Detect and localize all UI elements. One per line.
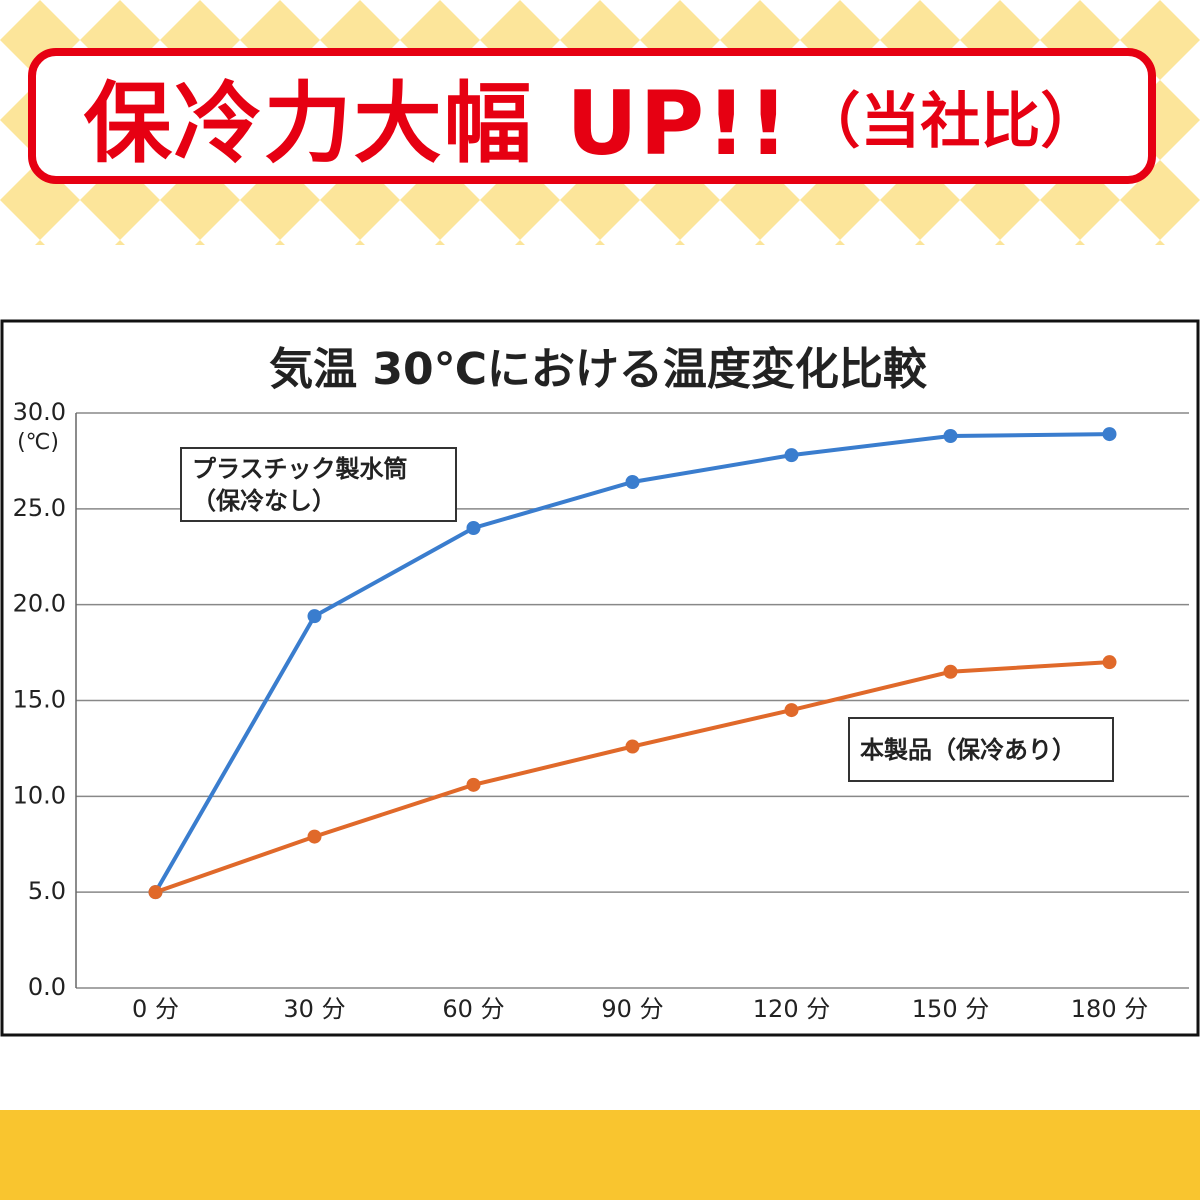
- data-point: [943, 429, 958, 443]
- y-tick-label: 25.0: [13, 494, 66, 522]
- data-point: [625, 739, 640, 754]
- bottom-bar: [0, 1110, 1200, 1200]
- data-point: [943, 664, 958, 679]
- data-point: [784, 703, 799, 718]
- x-tick-label: 120 分: [753, 995, 830, 1023]
- x-tick-label: 30 分: [283, 995, 345, 1023]
- data-point: [625, 475, 640, 489]
- data-point: [1102, 655, 1117, 670]
- headline-note: （当社比）: [800, 86, 1101, 157]
- chart-title: 気温 30℃における温度変化比較: [269, 344, 928, 395]
- data-point: [466, 521, 481, 535]
- y-tick-label: 5.0: [28, 877, 66, 905]
- chart-frame: [0, 319, 1200, 1037]
- y-tick-label: 10.0: [13, 781, 66, 809]
- data-point: [148, 885, 163, 900]
- x-tick-label: 0 分: [132, 995, 179, 1023]
- x-tick-label: 150 分: [912, 995, 989, 1023]
- data-point: [466, 777, 481, 792]
- y-unit-label: (℃): [17, 430, 59, 455]
- data-point: [307, 829, 322, 844]
- data-point: [784, 448, 799, 463]
- y-tick-label: 20.0: [13, 590, 66, 618]
- y-tick-label: 15.0: [13, 686, 66, 714]
- legend-entry: 本製品（保冷あり）: [848, 717, 1114, 782]
- legend-entry: プラスチック製水筒（保冷なし）: [180, 447, 457, 522]
- banner: 保冷力大幅 UP!! （当社比）: [28, 48, 1156, 184]
- x-tick-label: 90 分: [601, 995, 663, 1023]
- data-point: [1102, 427, 1117, 442]
- y-tick-label: 0.0: [28, 973, 66, 1001]
- data-point: [148, 885, 163, 900]
- data-point: [307, 609, 322, 624]
- headline: 保冷力大幅 UP!!: [83, 71, 791, 175]
- x-tick-label: 180 分: [1071, 995, 1148, 1023]
- y-tick-label: 30.0: [13, 398, 66, 426]
- x-tick-label: 60 分: [442, 995, 504, 1023]
